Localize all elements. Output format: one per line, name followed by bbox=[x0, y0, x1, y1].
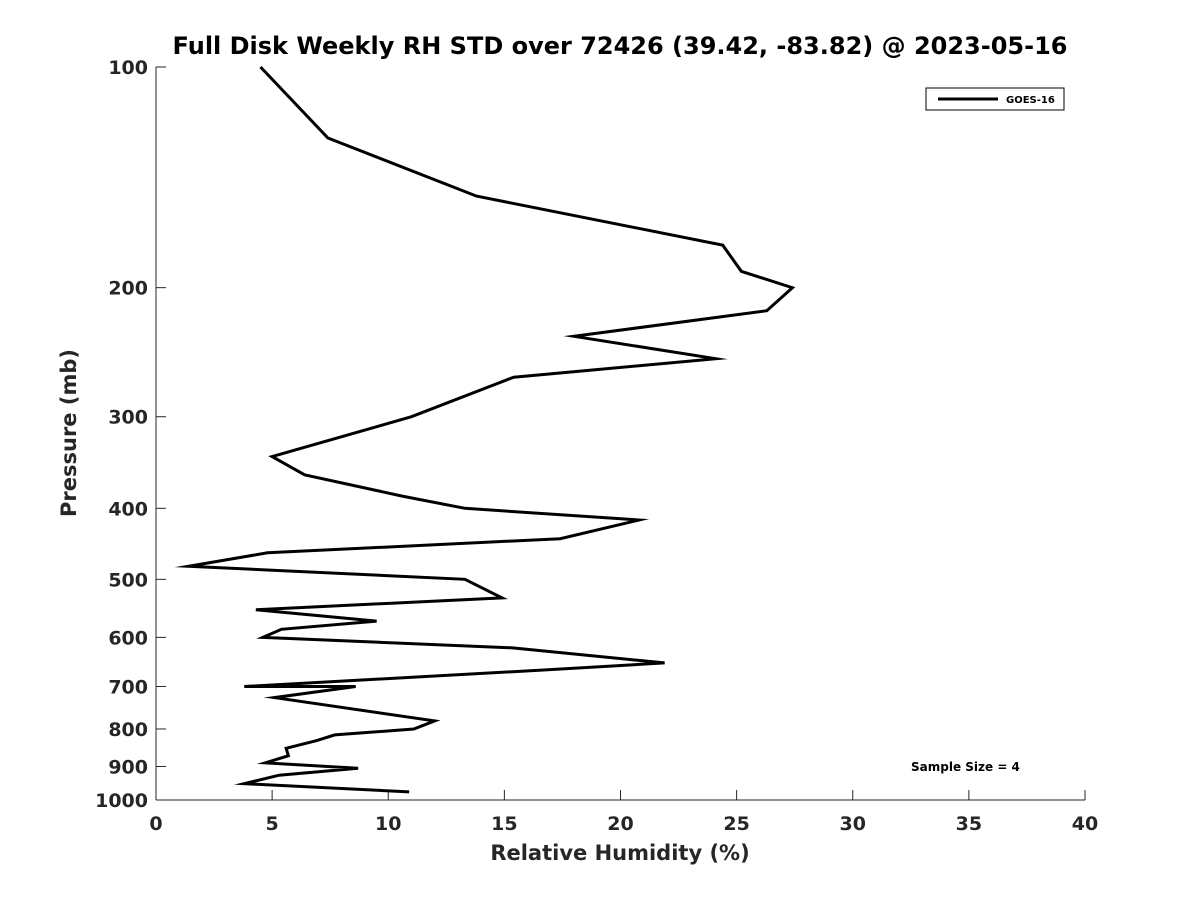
y-tick-label: 100 bbox=[108, 57, 148, 79]
x-tick-label: 30 bbox=[840, 813, 866, 835]
x-axis-label: Relative Humidity (%) bbox=[490, 841, 749, 865]
y-tick-label: 300 bbox=[108, 407, 148, 429]
legend: GOES-16 bbox=[925, 87, 1065, 111]
x-tick-label: 0 bbox=[149, 813, 162, 835]
y-tick-label: 200 bbox=[108, 278, 148, 300]
y-tick-label: 700 bbox=[108, 676, 148, 698]
y-axis-label: Pressure (mb) bbox=[57, 349, 81, 517]
x-tick-label: 20 bbox=[607, 813, 633, 835]
x-tick-label: 15 bbox=[491, 813, 517, 835]
y-tick-label: 800 bbox=[108, 719, 148, 741]
x-tick-label: 5 bbox=[266, 813, 279, 835]
y-axis-ticks: 100 200 300 400 500 600 700 800 900 1000 bbox=[95, 57, 166, 812]
x-tick-label: 25 bbox=[723, 813, 749, 835]
y-tick-label: 400 bbox=[108, 498, 148, 520]
y-tick-label: 600 bbox=[108, 627, 148, 649]
y-tick-label: 500 bbox=[108, 569, 148, 591]
chart-title: Full Disk Weekly RH STD over 72426 (39.4… bbox=[173, 32, 1068, 60]
series-line-goes-16 bbox=[174, 65, 796, 794]
y-tick-label: 1000 bbox=[95, 790, 148, 812]
x-tick-label: 35 bbox=[956, 813, 982, 835]
series-layer bbox=[174, 65, 796, 794]
x-tick-label: 10 bbox=[375, 813, 401, 835]
x-axis-ticks: 0 5 10 15 20 25 30 35 40 bbox=[149, 790, 1098, 835]
y-tick-label: 900 bbox=[108, 756, 148, 778]
x-tick-label: 40 bbox=[1072, 813, 1098, 835]
sample-size-annotation: Sample Size = 4 bbox=[911, 760, 1020, 774]
plot-area bbox=[156, 67, 1085, 800]
legend-label-goes-16: GOES-16 bbox=[1006, 95, 1055, 106]
